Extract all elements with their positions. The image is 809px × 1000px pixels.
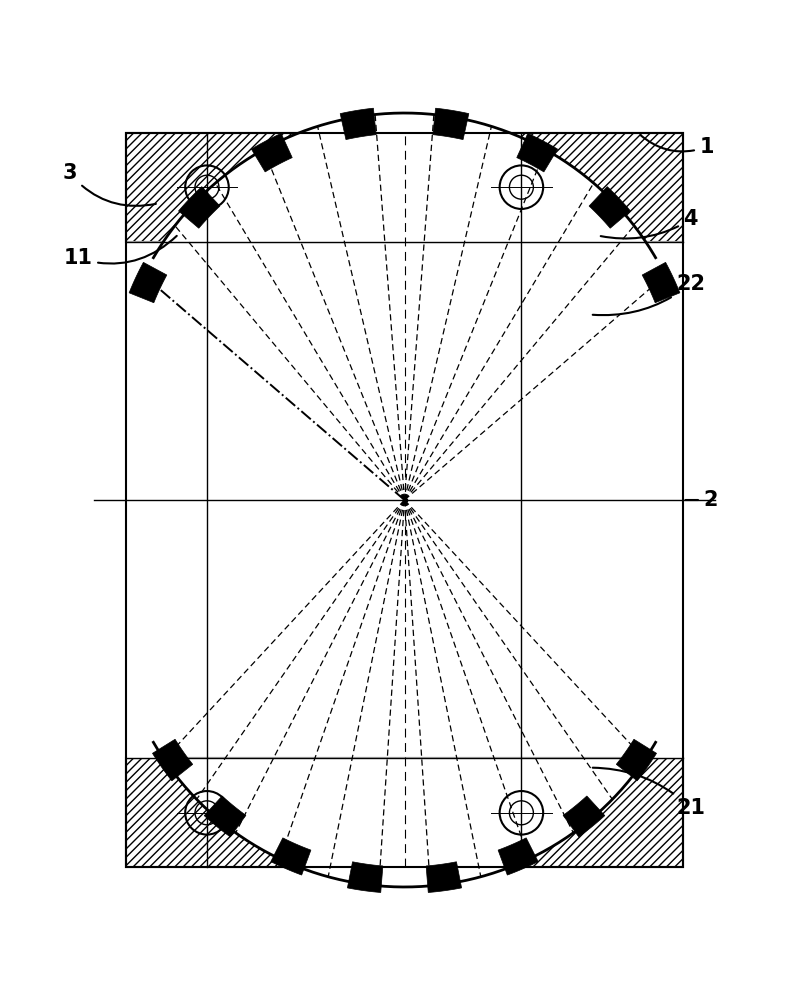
Polygon shape [347, 862, 383, 892]
Text: 2: 2 [685, 490, 718, 510]
Text: 4: 4 [601, 209, 698, 239]
Polygon shape [642, 262, 680, 303]
Polygon shape [152, 739, 193, 781]
Polygon shape [126, 133, 683, 242]
Text: 3: 3 [62, 163, 156, 206]
Text: 22: 22 [593, 274, 705, 315]
Polygon shape [589, 187, 630, 228]
Polygon shape [271, 838, 311, 875]
Polygon shape [204, 796, 246, 837]
Polygon shape [126, 758, 683, 867]
Polygon shape [498, 838, 538, 875]
Text: 21: 21 [593, 768, 705, 818]
Polygon shape [616, 739, 657, 781]
Text: 1: 1 [641, 135, 714, 157]
Polygon shape [340, 108, 376, 140]
Polygon shape [126, 742, 683, 887]
Polygon shape [517, 133, 557, 172]
Polygon shape [563, 796, 605, 837]
Polygon shape [426, 862, 462, 892]
Text: 11: 11 [63, 236, 176, 268]
Polygon shape [129, 262, 167, 303]
Polygon shape [433, 108, 469, 140]
Polygon shape [179, 187, 220, 228]
Polygon shape [126, 113, 683, 258]
Polygon shape [252, 133, 292, 172]
